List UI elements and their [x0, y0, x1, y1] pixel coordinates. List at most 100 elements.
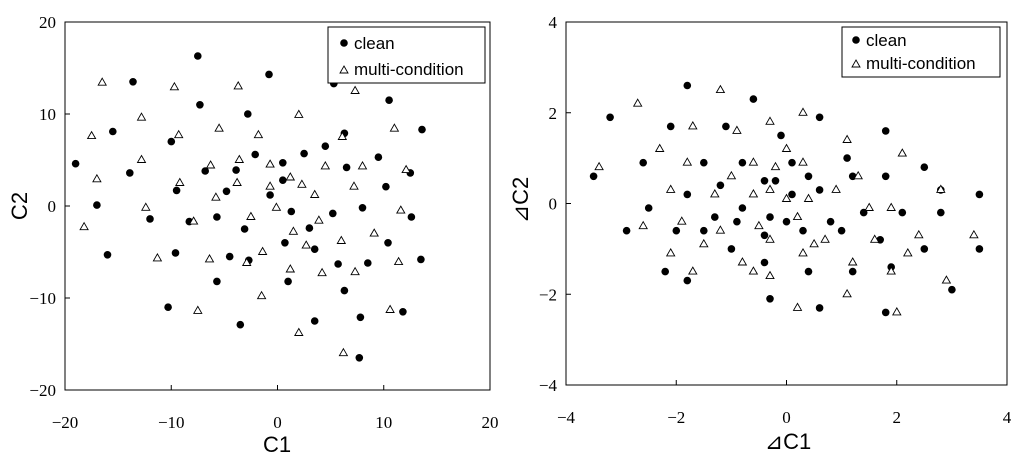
- right-point-multi-condition: [842, 288, 852, 298]
- right-point-clean: [898, 208, 907, 217]
- left-legend: clean multi-condition: [327, 26, 486, 84]
- left-point-clean: [407, 213, 416, 221]
- left-point-multi-condition: [253, 129, 264, 139]
- left-point-multi-condition: [136, 154, 147, 163]
- right-point-clean: [975, 190, 984, 199]
- left-point-clean: [222, 187, 231, 196]
- right-point-multi-condition: [820, 234, 830, 243]
- left-y-tick-label: 0: [48, 197, 57, 216]
- left-point-multi-condition: [294, 109, 304, 118]
- left-x-tick-label: −20: [52, 413, 79, 432]
- left-point-multi-condition: [349, 181, 359, 190]
- right-point-multi-condition: [682, 157, 693, 166]
- left-point-clean: [71, 159, 80, 168]
- right-x-tick-label: 2: [893, 408, 902, 427]
- left-point-multi-condition: [297, 179, 307, 188]
- left-point-multi-condition: [401, 164, 411, 174]
- left-x-tick-label: 0: [273, 413, 282, 432]
- left-point-clean: [321, 142, 330, 150]
- right-point-multi-condition: [748, 188, 759, 198]
- left-point-multi-condition: [350, 85, 360, 94]
- right-point-multi-condition: [677, 216, 687, 225]
- right-point-multi-condition: [914, 229, 924, 239]
- left-point-clean: [196, 101, 204, 109]
- right-point-multi-condition: [842, 134, 852, 143]
- left-point-multi-condition: [338, 347, 349, 357]
- right-point-clean: [644, 204, 653, 212]
- left-point-clean: [201, 167, 209, 175]
- right-point-multi-condition: [803, 193, 814, 202]
- right-point-multi-condition: [665, 184, 676, 193]
- right-point-clean: [700, 158, 708, 167]
- left-point-multi-condition: [141, 202, 151, 211]
- right-legend-box: [841, 26, 1001, 78]
- right-point-multi-condition: [765, 234, 775, 243]
- right-point-clean: [771, 177, 780, 185]
- left-point-multi-condition: [389, 123, 400, 132]
- right-point-multi-condition: [792, 302, 803, 311]
- right-point-clean: [826, 217, 835, 226]
- left-point-multi-condition: [169, 81, 180, 91]
- right-scatter-chart: −4 −2 0 2 4 −4 −2 0 2 4 ⊿C1 ⊿C2 clean multi-condi…: [508, 13, 1012, 453]
- right-y-axis-label: ⊿C2: [508, 177, 533, 224]
- right-point-multi-condition: [688, 266, 698, 275]
- left-point-clean: [109, 127, 117, 136]
- left-point-clean: [279, 159, 287, 167]
- left-x-axis-label: C1: [263, 432, 291, 453]
- left-point-multi-condition: [265, 181, 275, 190]
- right-point-multi-condition: [594, 161, 604, 171]
- left-x-tick-label: 20: [482, 413, 499, 432]
- right-point-multi-condition: [765, 116, 775, 125]
- right-point-multi-condition: [715, 225, 726, 234]
- right-point-clean: [975, 245, 984, 253]
- left-point-multi-condition: [357, 160, 368, 170]
- left-y-axis-label: C2: [7, 192, 32, 220]
- left-point-clean: [251, 150, 259, 159]
- right-point-clean: [661, 267, 669, 276]
- right-point-clean: [881, 127, 890, 135]
- left-point-clean: [146, 215, 154, 223]
- left-point-multi-condition: [309, 189, 320, 198]
- left-point-multi-condition: [337, 131, 348, 140]
- right-y-tick-label: −2: [539, 285, 557, 304]
- left-point-clean: [384, 239, 392, 247]
- right-point-clean: [920, 163, 929, 171]
- right-point-multi-condition: [715, 84, 726, 94]
- right-point-clean: [815, 186, 824, 194]
- left-point-multi-condition: [320, 160, 331, 170]
- left-point-clean: [356, 313, 365, 322]
- right-point-clean: [788, 190, 796, 199]
- left-y-tick-label: 20: [39, 13, 56, 32]
- left-point-clean: [374, 153, 383, 161]
- left-point-multi-condition: [86, 130, 97, 140]
- left-point-multi-condition: [301, 240, 311, 249]
- left-point-multi-condition: [241, 257, 252, 266]
- right-point-multi-condition: [781, 143, 792, 152]
- right-point-clean: [837, 226, 846, 235]
- left-point-clean: [329, 209, 337, 218]
- right-point-multi-condition: [732, 125, 742, 134]
- right-point-clean: [711, 213, 719, 221]
- left-point-clean: [279, 176, 287, 184]
- left-point-multi-condition: [193, 305, 203, 314]
- right-y-tick-label: 0: [549, 195, 558, 214]
- left-point-multi-condition: [271, 202, 282, 211]
- right-point-clean: [766, 213, 774, 221]
- left-point-clean: [358, 204, 367, 212]
- right-point-multi-condition: [726, 170, 737, 180]
- right-point-multi-condition: [688, 120, 698, 130]
- left-point-clean: [194, 52, 202, 60]
- right-point-multi-condition: [892, 306, 902, 316]
- right-point-clean: [788, 158, 796, 167]
- right-x-tick-label: 0: [782, 408, 791, 427]
- right-point-clean: [881, 308, 890, 317]
- left-point-clean: [103, 251, 112, 259]
- right-legend-clean-label: clean: [866, 31, 907, 50]
- left-point-clean: [240, 225, 249, 233]
- right-y-tick-label: 2: [549, 104, 558, 123]
- right-point-clean: [843, 154, 851, 162]
- right-point-clean: [799, 226, 807, 235]
- right-points: [589, 81, 984, 317]
- left-point-clean: [382, 182, 390, 191]
- left-point-clean: [417, 255, 425, 264]
